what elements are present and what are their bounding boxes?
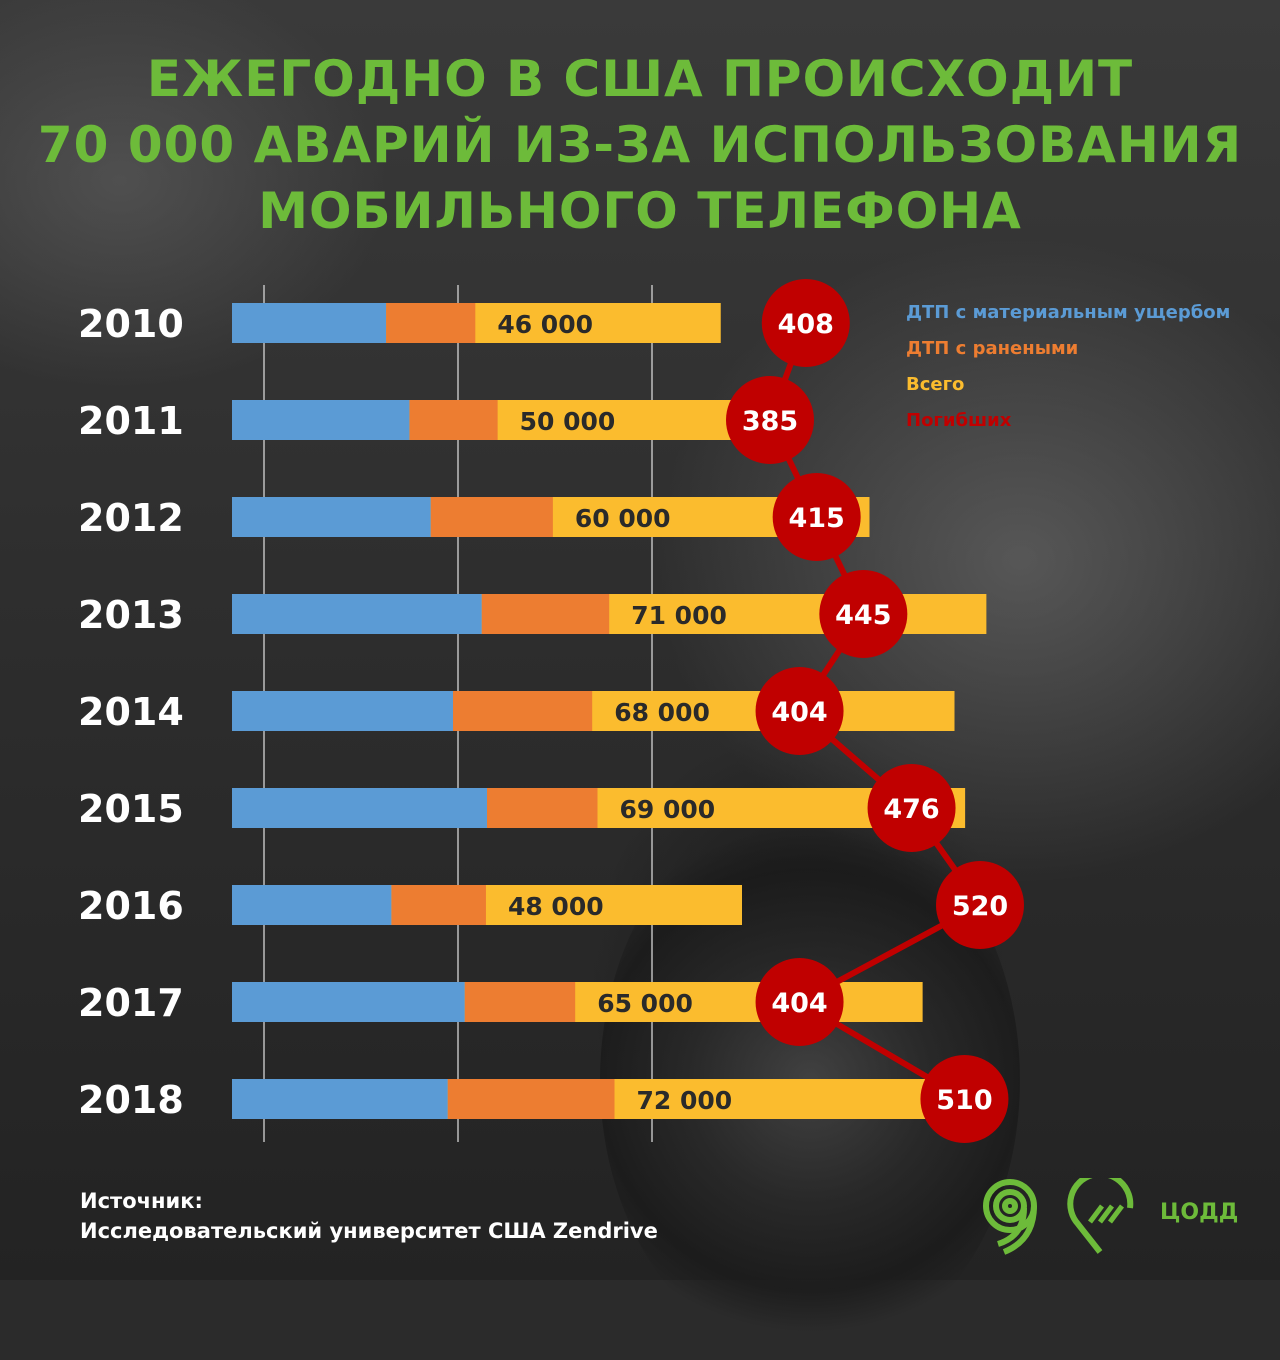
deaths-value-label: 404 <box>771 988 827 1019</box>
year-label: 2010 <box>78 302 184 346</box>
bar-injured <box>464 982 576 1022</box>
bar-damage <box>232 497 431 537</box>
source-label: Источник: <box>80 1189 203 1213</box>
deaths-point <box>867 764 956 852</box>
bar-chart: 2010 46 000 2011 50 000 2012 60 000 2013 71 000… <box>78 279 1024 1143</box>
year-label: 2012 <box>78 496 184 540</box>
brand-name: ЦОДД <box>1160 1200 1239 1225</box>
bar-injured <box>447 1079 615 1119</box>
deaths-point <box>755 667 844 755</box>
legend-damage: ДТП с материальным ущербом <box>906 302 1231 323</box>
total-value-label: 69 000 <box>620 795 716 824</box>
total-value-label: 68 000 <box>614 698 710 727</box>
deaths-value-label: 510 <box>936 1085 992 1116</box>
deaths-value-label: 520 <box>952 891 1008 922</box>
deaths-value-label: 408 <box>778 309 834 340</box>
bar-injured <box>430 497 553 537</box>
deaths-point <box>726 376 814 464</box>
deaths-value-label: 385 <box>742 406 798 437</box>
bar-damage <box>232 788 487 828</box>
year-label: 2018 <box>78 1078 184 1122</box>
bar-injured <box>391 885 486 925</box>
bar-injured <box>409 400 498 440</box>
deaths-value-label: 404 <box>771 697 827 728</box>
bar-damage <box>232 885 392 925</box>
deaths-value-label: 476 <box>883 794 939 825</box>
logo-9-icon <box>983 1179 1037 1255</box>
chart-title: ЕЖЕГОДНО В США ПРОИСХОДИТ 70 000 АВАРИЙ … <box>0 46 1280 244</box>
deaths-point <box>755 958 844 1046</box>
bar-injured <box>487 788 598 828</box>
total-value-label: 71 000 <box>631 601 727 630</box>
legend-total: Всего <box>906 374 965 395</box>
source-text: Исследовательский университет США Zendri… <box>80 1219 658 1243</box>
legend: ДТП с материальным ущербом ДТП с раненым… <box>906 298 1230 442</box>
bar-injured <box>453 691 593 731</box>
bar-damage <box>232 594 482 634</box>
title-line-2: 70 000 АВАРИЙ ИЗ-ЗА ИСПОЛЬЗОВАНИЯ <box>37 116 1243 174</box>
bar-damage <box>232 691 453 731</box>
legend-deaths: Погибших <box>906 410 1012 431</box>
bar-injured <box>481 594 610 634</box>
deaths-value-label: 445 <box>835 600 891 631</box>
logos <box>983 1178 1134 1255</box>
total-value-label: 72 000 <box>637 1086 733 1115</box>
deaths-point <box>761 279 850 367</box>
year-label: 2016 <box>78 884 184 928</box>
bar-damage <box>232 982 465 1022</box>
deaths-point <box>936 861 1024 949</box>
deaths-value-label: 415 <box>788 503 844 534</box>
source-note: Источник: Исследовательский университет … <box>80 1186 658 1246</box>
bar-damage <box>232 1079 448 1119</box>
total-value-label: 50 000 <box>520 407 616 436</box>
title-line-1: ЕЖЕГОДНО В США ПРОИСХОДИТ <box>146 50 1134 108</box>
year-label: 2011 <box>78 399 184 443</box>
bar-damage <box>232 303 387 343</box>
deaths-point <box>772 473 861 561</box>
year-label: 2014 <box>78 690 184 734</box>
legend-injured: ДТП с ранеными <box>906 338 1079 359</box>
total-value-label: 46 000 <box>497 310 593 339</box>
bar-damage <box>232 400 410 440</box>
year-label: 2015 <box>78 787 184 831</box>
deaths-point <box>819 570 908 658</box>
total-value-label: 65 000 <box>597 989 693 1018</box>
logo-road-pin-icon <box>1067 1178 1134 1254</box>
title-line-3: МОБИЛЬНОГО ТЕЛЕФОНА <box>258 182 1022 240</box>
total-value-label: 60 000 <box>575 504 671 533</box>
bar-injured <box>386 303 476 343</box>
year-label: 2013 <box>78 593 184 637</box>
deaths-point <box>920 1055 1009 1143</box>
total-value-label: 48 000 <box>508 892 604 921</box>
year-label: 2017 <box>78 981 184 1025</box>
